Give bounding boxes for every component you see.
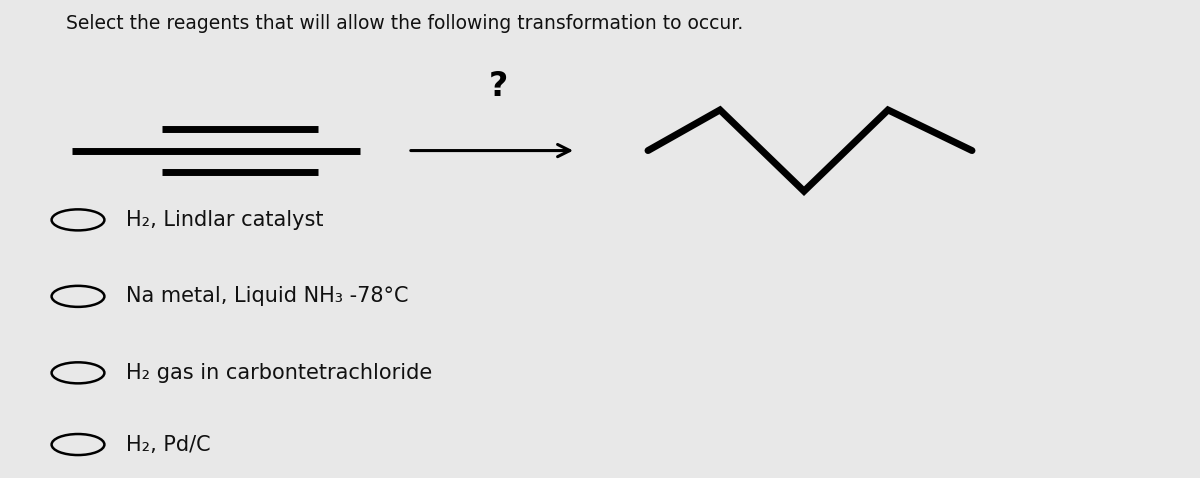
Text: Select the reagents that will allow the following transformation to occur.: Select the reagents that will allow the … [66,14,743,33]
Text: Na metal, Liquid NH₃ -78°C: Na metal, Liquid NH₃ -78°C [126,286,408,306]
Text: ?: ? [488,69,508,103]
Text: H₂ gas in carbontetrachloride: H₂ gas in carbontetrachloride [126,363,432,383]
Text: H₂, Lindlar catalyst: H₂, Lindlar catalyst [126,210,324,230]
Text: H₂, Pd/C: H₂, Pd/C [126,435,211,455]
